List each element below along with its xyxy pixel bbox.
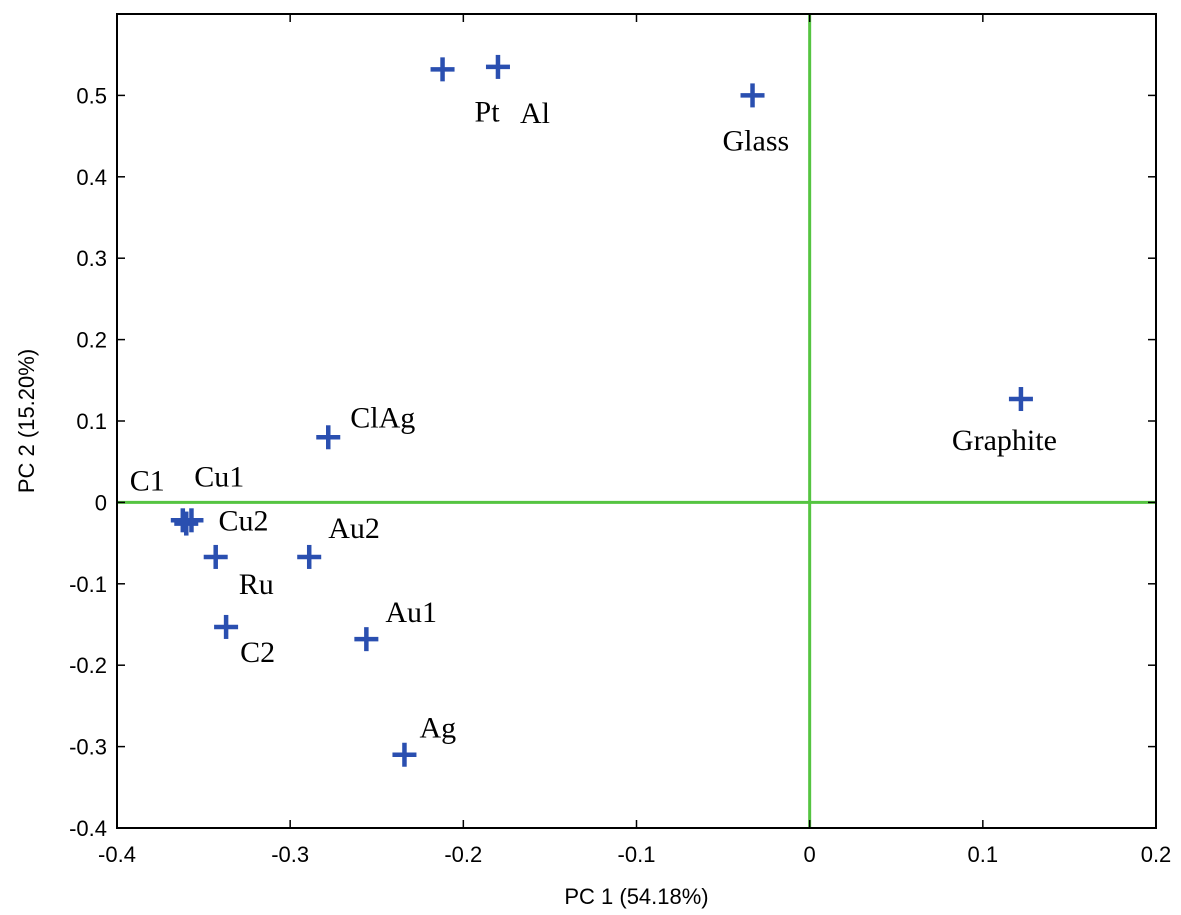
y-tick-label: 0 xyxy=(95,490,107,515)
point-label: Pt xyxy=(475,95,501,128)
x-tick-label: -0.3 xyxy=(271,842,309,867)
data-point-marker xyxy=(297,544,322,569)
y-tick-label: -0.4 xyxy=(69,816,107,841)
data-point-marker xyxy=(430,57,455,82)
x-axis-label: PC 1 (54.18%) xyxy=(564,884,708,909)
y-tick-label: 0.5 xyxy=(76,83,107,108)
y-axis-label: PC 2 (15.20%) xyxy=(14,349,39,493)
y-axis-ticks: -0.4 -0.3 -0.2 -0.1 0 0.1 0.2 0.3 0.4 0.5 xyxy=(69,83,1156,841)
plot-frame xyxy=(116,13,1157,829)
x-tick-label: 0.2 xyxy=(1141,842,1172,867)
point-label: Glass xyxy=(723,124,790,157)
reference-lines xyxy=(117,14,1156,828)
data-point-marker xyxy=(214,614,239,639)
y-tick-label: 0.3 xyxy=(76,246,107,271)
point-label: C2 xyxy=(240,636,275,669)
x-tick-label: 0 xyxy=(804,842,816,867)
data-point-marker xyxy=(740,83,765,108)
y-tick-label: 0.1 xyxy=(76,409,107,434)
point-label: Au2 xyxy=(328,512,380,545)
x-axis-ticks: -0.4 -0.3 -0.2 -0.1 0 0.1 0.2 xyxy=(98,14,1171,867)
point-label: Al xyxy=(520,97,550,130)
data-point-marker xyxy=(203,544,228,569)
point-markers xyxy=(170,54,1033,767)
x-tick-label: -0.2 xyxy=(444,842,482,867)
data-point-marker xyxy=(354,627,379,652)
y-tick-label: -0.1 xyxy=(69,572,107,597)
data-point-marker xyxy=(316,425,341,450)
point-label: Ru xyxy=(239,568,274,601)
point-label: Graphite xyxy=(952,424,1057,457)
y-tick-label: -0.3 xyxy=(69,735,107,760)
point-label: Cu1 xyxy=(194,461,244,494)
y-tick-label: 0.2 xyxy=(76,328,107,353)
x-tick-label: 0.1 xyxy=(968,842,999,867)
x-tick-label: -0.1 xyxy=(618,842,656,867)
data-point-marker xyxy=(485,54,510,79)
point-labels: Pt Al Glass Graphite ClAg C1 Cu1 Cu2 Ru Au2 C2 Au1 A… xyxy=(130,95,1057,744)
x-tick-label: -0.4 xyxy=(98,842,136,867)
point-label: Au1 xyxy=(385,596,437,629)
data-point-marker xyxy=(179,508,204,533)
data-point-marker xyxy=(392,742,417,767)
point-label: Ag xyxy=(419,712,456,745)
point-label: Cu2 xyxy=(218,504,268,537)
y-tick-label: -0.2 xyxy=(69,653,107,678)
point-label: C1 xyxy=(130,464,165,497)
data-point-marker xyxy=(174,511,199,536)
data-point-marker xyxy=(1008,387,1033,412)
point-label: ClAg xyxy=(350,401,415,434)
y-tick-label: 0.4 xyxy=(76,165,107,190)
